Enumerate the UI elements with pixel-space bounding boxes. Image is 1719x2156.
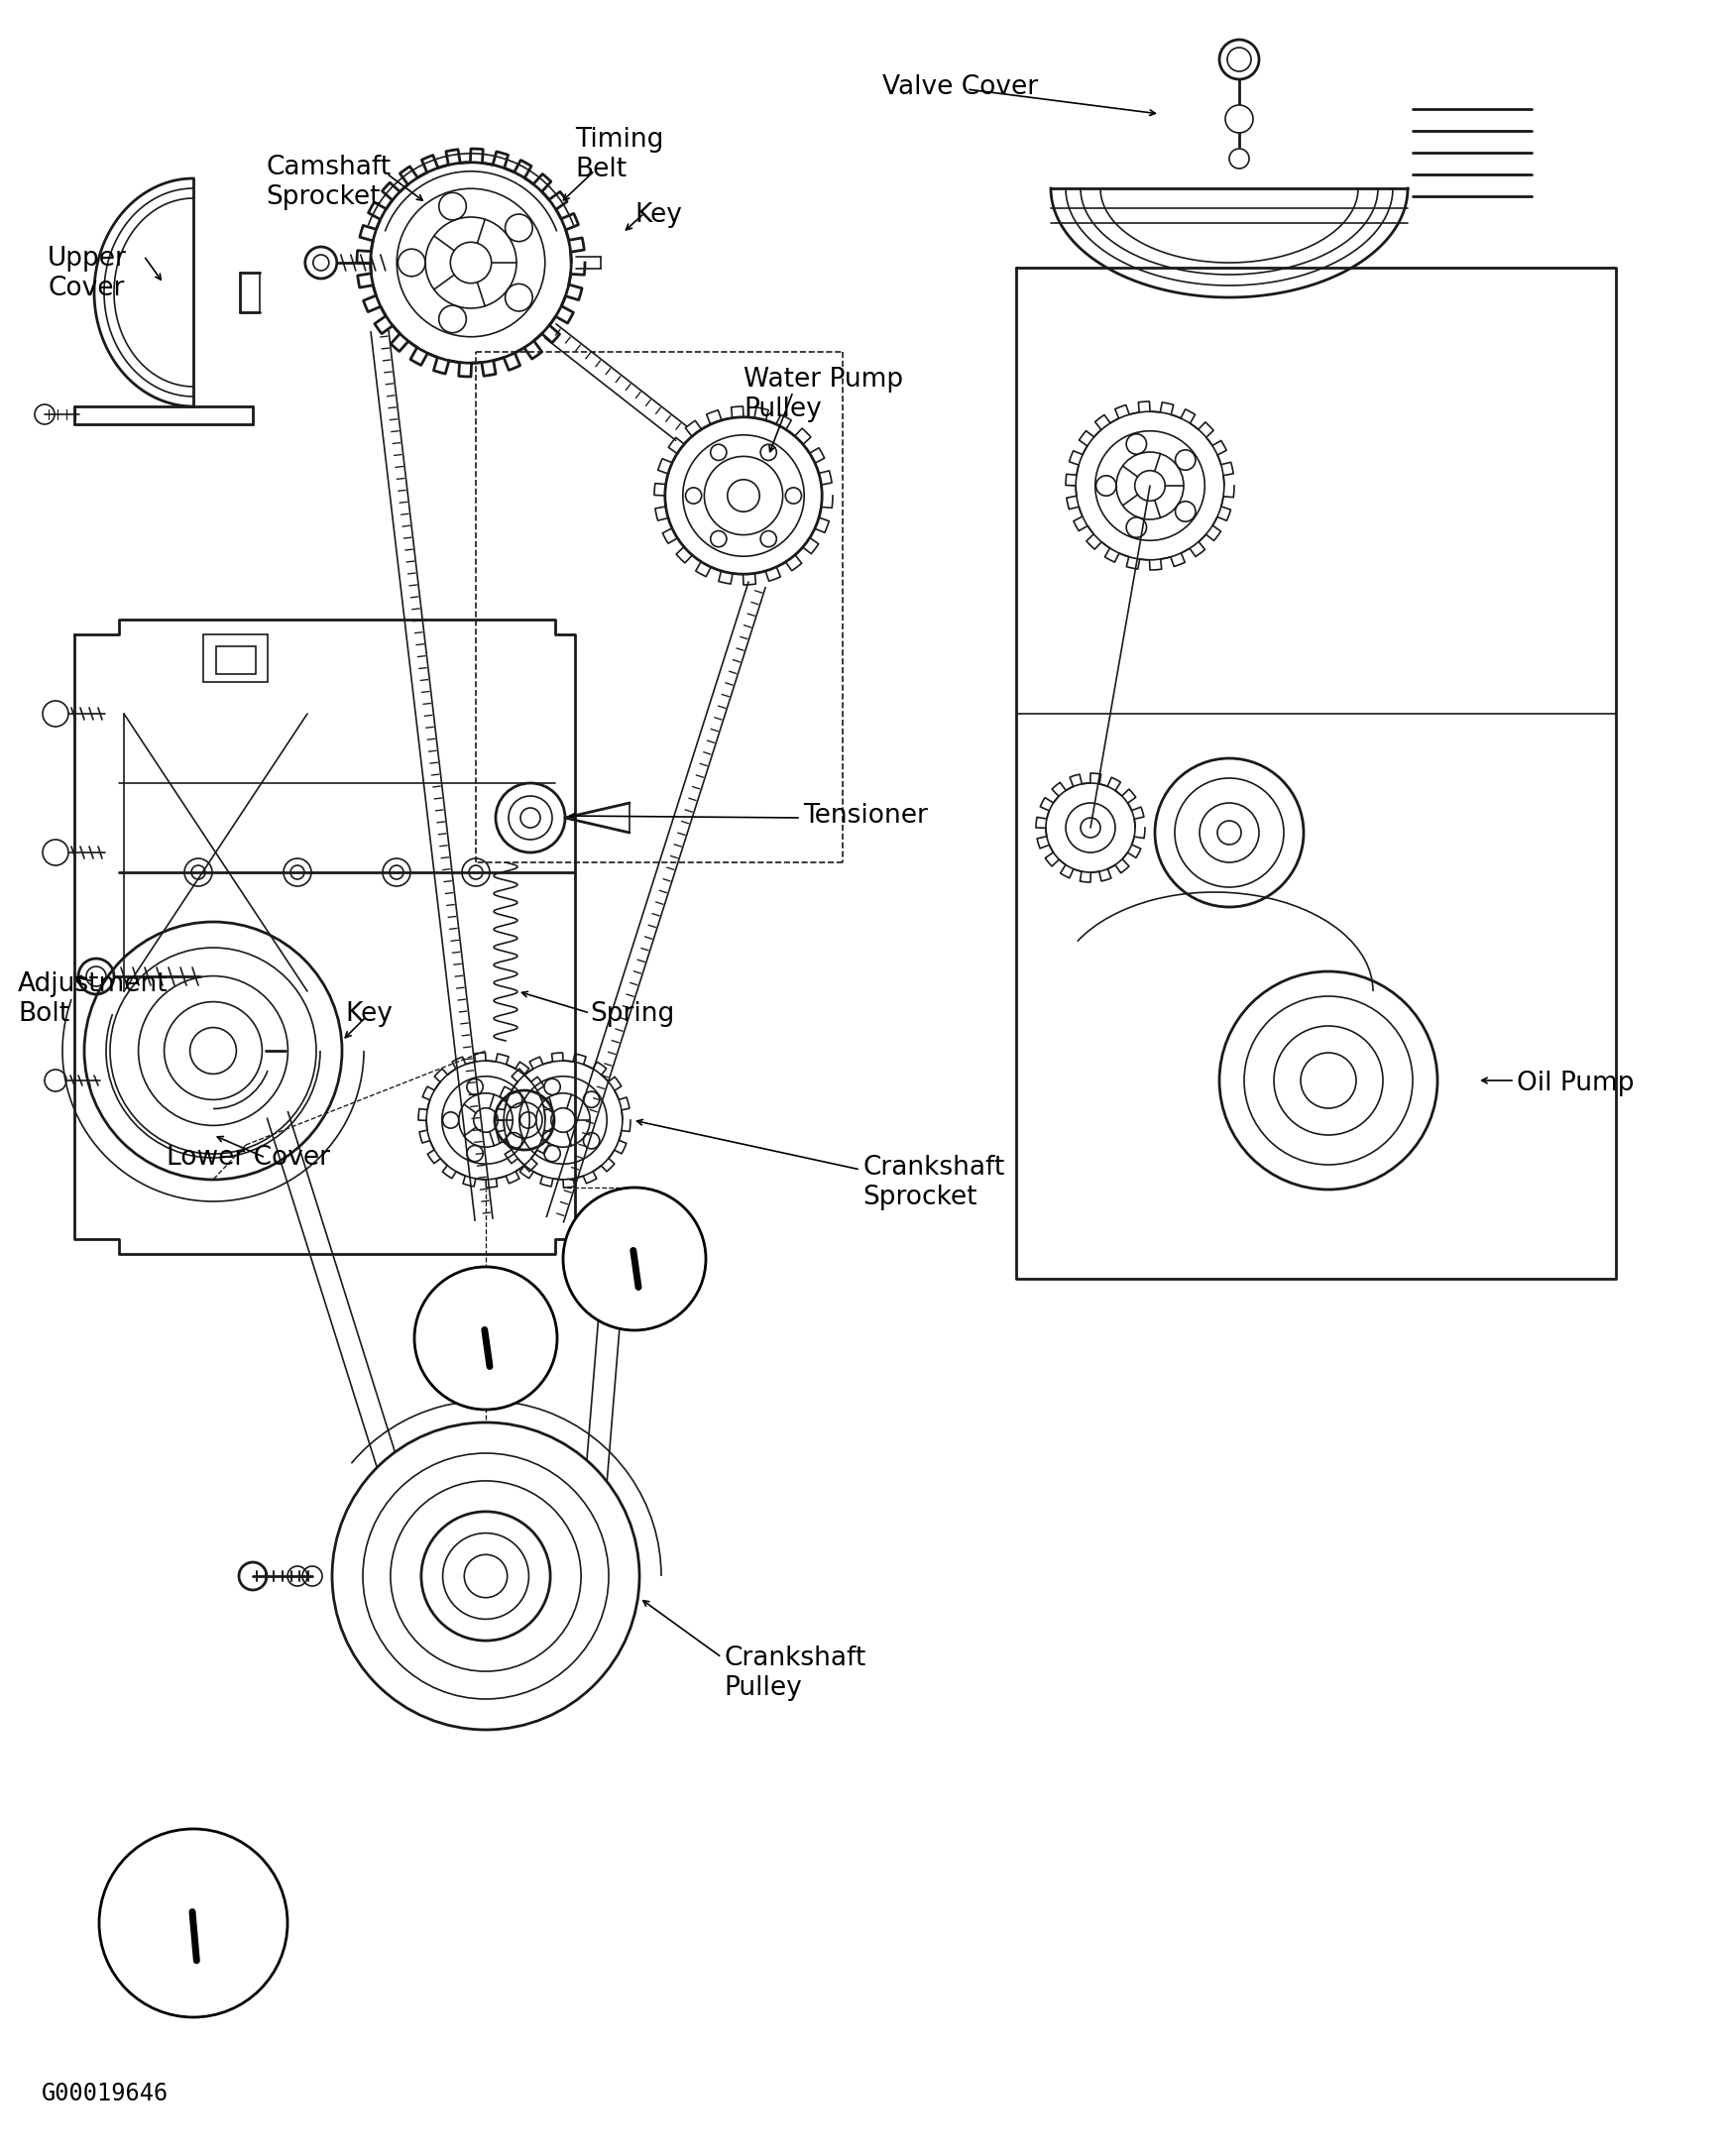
Text: G00019646: G00019646 bbox=[41, 2083, 168, 2106]
Circle shape bbox=[564, 1188, 707, 1330]
Text: Water Pump
Pulley: Water Pump Pulley bbox=[744, 367, 902, 423]
Bar bbox=[217, 647, 256, 675]
Text: Timing
Belt: Timing Belt bbox=[574, 127, 664, 183]
Circle shape bbox=[100, 1828, 287, 2018]
Bar bbox=[203, 634, 268, 681]
Circle shape bbox=[1226, 106, 1253, 134]
Text: Valve Cover: Valve Cover bbox=[882, 73, 1038, 99]
Text: Spring: Spring bbox=[590, 1000, 674, 1026]
Text: Key: Key bbox=[346, 1000, 392, 1026]
Text: Oil Pump: Oil Pump bbox=[1516, 1072, 1635, 1097]
Circle shape bbox=[414, 1268, 557, 1410]
Text: Adjustment
Bolt: Adjustment Bolt bbox=[17, 972, 168, 1026]
Text: Tensioner: Tensioner bbox=[803, 802, 928, 828]
Circle shape bbox=[1219, 39, 1258, 80]
Text: Camshaft
Sprocket: Camshaft Sprocket bbox=[266, 155, 390, 209]
Circle shape bbox=[332, 1423, 639, 1729]
Text: Upper
Cover: Upper Cover bbox=[48, 246, 127, 302]
Text: Crankshaft
Pulley: Crankshaft Pulley bbox=[724, 1645, 866, 1701]
Text: Key: Key bbox=[634, 203, 682, 229]
Text: Lower Cover: Lower Cover bbox=[167, 1145, 330, 1171]
Text: Crankshaft
Sprocket: Crankshaft Sprocket bbox=[863, 1156, 1004, 1210]
